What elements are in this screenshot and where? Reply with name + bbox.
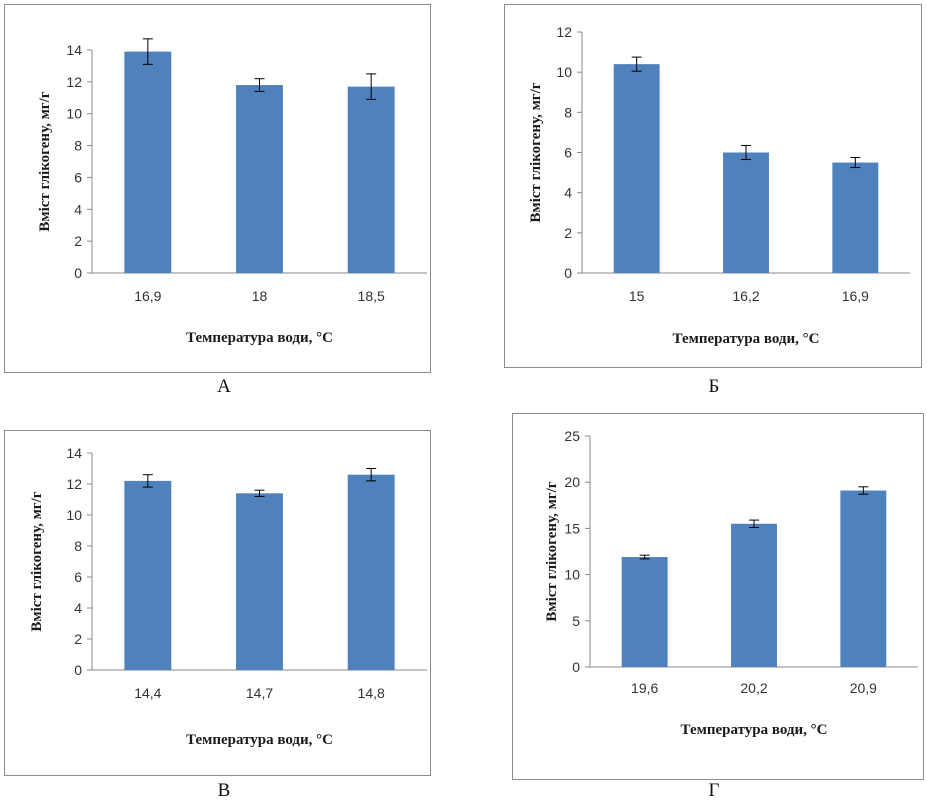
chart-panel-g: 0 5 10 15 20 25 19,6 20,2 20,9 Температура води, … — [512, 413, 924, 780]
bar — [347, 474, 395, 670]
x-tick-label: 18 — [252, 288, 268, 304]
chart-b: 0 2 4 6 8 10 12 15 16,2 16,9 Температура води, °С В… — [528, 24, 910, 347]
panel-label-b: Б — [708, 376, 720, 397]
y-tick-label: 0 — [564, 265, 572, 281]
y-tick-label: 10 — [66, 507, 82, 523]
panel-label-v: В — [217, 780, 231, 801]
chart-v: 0 2 4 6 8 10 12 14 14,4 14,7 14,8 Температура води,… — [29, 445, 427, 748]
x-tick-label: 14,4 — [134, 685, 161, 701]
y-tick-label: 6 — [564, 145, 572, 161]
x-tick-label: 18,5 — [358, 288, 385, 304]
x-tick-label: 14,8 — [358, 685, 385, 701]
y-tick-label: 4 — [74, 201, 82, 217]
bar — [832, 162, 879, 273]
y-tick-label: 20 — [564, 474, 580, 490]
bar — [124, 51, 172, 273]
y-tick-label: 0 — [572, 659, 580, 675]
bar — [840, 490, 887, 667]
y-tick-label: 10 — [66, 106, 82, 122]
x-tick-label: 15 — [629, 288, 645, 304]
y-tick-label: 4 — [74, 600, 82, 616]
bar — [723, 152, 769, 273]
x-tick-label: 20,9 — [850, 680, 877, 696]
chart-a: 0 2 4 6 8 10 12 14 16,9 18 18,5 Температура води, °… — [37, 38, 427, 346]
bar — [621, 557, 668, 667]
y-tick-label: 10 — [564, 567, 580, 583]
x-tick-label: 20,2 — [740, 680, 767, 696]
y-tick-label: 2 — [74, 631, 82, 647]
y-tick-label: 5 — [572, 613, 580, 629]
y-tick-label: 14 — [66, 42, 82, 58]
y-axis-title: Вміст глікогену, мг/г — [29, 491, 45, 631]
bar — [347, 86, 395, 273]
y-tick-label: 2 — [74, 233, 82, 249]
y-tick-label: 10 — [556, 64, 572, 80]
y-tick-label: 8 — [564, 104, 572, 120]
y-tick-label: 0 — [74, 662, 82, 678]
bar — [124, 480, 172, 670]
x-axis-title: Температура води, °С — [681, 722, 828, 738]
y-tick-label: 25 — [564, 428, 580, 444]
y-tick-label: 8 — [74, 138, 82, 154]
y-tick-label: 6 — [74, 169, 82, 185]
x-tick-label: 16,9 — [842, 288, 869, 304]
bar — [236, 85, 283, 274]
x-axis-title: Температура води, °С — [186, 732, 333, 748]
y-tick-label: 14 — [66, 445, 82, 461]
chart-panel-v: 0 2 4 6 8 10 12 14 14,4 14,7 14,8 Температура води,… — [4, 430, 431, 776]
y-tick-label: 6 — [74, 569, 82, 585]
y-axis-title: Вміст глікогену, мг/г — [37, 91, 53, 231]
y-tick-label: 12 — [556, 24, 572, 40]
chart-g: 0 5 10 15 20 25 19,6 20,2 20,9 Температура води, … — [544, 428, 918, 738]
x-axis-title: Температура води, °С — [186, 330, 333, 346]
y-tick-label: 12 — [66, 74, 82, 90]
y-tick-label: 12 — [66, 476, 82, 492]
chart-panel-b: 0 2 4 6 8 10 12 15 16,2 16,9 Температура води, °С В… — [504, 4, 922, 368]
y-tick-label: 2 — [564, 225, 572, 241]
y-axis-title: Вміст глікогену, мг/г — [528, 82, 544, 222]
x-tick-label: 16,9 — [134, 288, 161, 304]
x-tick-label: 14,7 — [246, 685, 273, 701]
y-tick-label: 15 — [564, 520, 580, 536]
x-axis-title: Температура води, °С — [673, 331, 820, 347]
panel-label-a: А — [217, 376, 231, 397]
bar — [613, 64, 660, 273]
bar — [236, 493, 283, 670]
x-tick-label: 16,2 — [732, 288, 759, 304]
panel-label-g: Г — [708, 780, 720, 801]
bar — [731, 523, 777, 667]
y-tick-label: 8 — [74, 538, 82, 554]
y-tick-label: 4 — [564, 185, 572, 201]
y-tick-label: 0 — [74, 265, 82, 281]
y-axis-title: Вміст глікогену, мг/г — [544, 481, 560, 621]
chart-panel-a: 0 2 4 6 8 10 12 14 16,9 18 18,5 Температура води, °… — [4, 4, 431, 373]
x-tick-label: 19,6 — [631, 680, 658, 696]
